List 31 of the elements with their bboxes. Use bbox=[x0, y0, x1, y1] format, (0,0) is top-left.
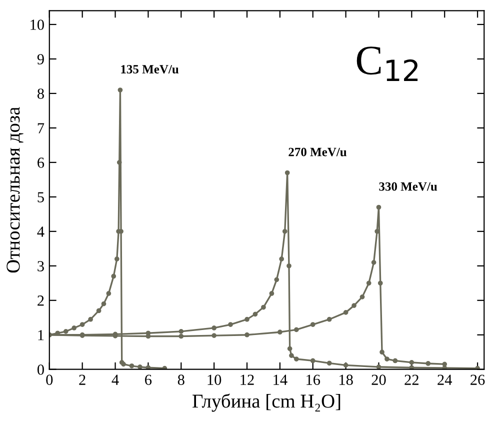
y-tick-label: 2 bbox=[38, 296, 44, 306]
x-tick-label: 22 bbox=[404, 374, 418, 385]
annotation: 135 MeV/u bbox=[121, 65, 179, 74]
x-tick-label: 18 bbox=[340, 374, 353, 385]
x-tick-label: 2 bbox=[79, 374, 86, 385]
x-tick-label: 4 bbox=[112, 374, 119, 385]
x-tick-label: 14 bbox=[274, 374, 288, 385]
y-tick-label: 1 bbox=[38, 330, 44, 340]
x-tick-label: 26 bbox=[470, 374, 485, 385]
x-tick-label: 16 bbox=[306, 374, 320, 385]
y-tick-label: 9 bbox=[37, 54, 44, 64]
y-axis-title: Относительная доза bbox=[6, 106, 24, 273]
x-tick-label: 10 bbox=[208, 374, 222, 385]
y-tick-label: 0 bbox=[37, 364, 44, 375]
annotation: 270 MeV/u bbox=[288, 148, 347, 156]
y-tick-label: 5 bbox=[38, 192, 44, 202]
x-tick-label: 20 bbox=[372, 374, 386, 385]
x-tick-label: 0 bbox=[46, 374, 53, 385]
y-tick-label: 3 bbox=[38, 261, 44, 272]
x-tick-label: 24 bbox=[438, 374, 452, 385]
annotation: 330 MeV/u bbox=[379, 182, 438, 191]
y-tick-label: 10 bbox=[30, 20, 44, 30]
x-tick-label: 12 bbox=[240, 374, 254, 385]
y-tick-label: 6 bbox=[38, 158, 44, 168]
y-tick-label: 7 bbox=[38, 123, 44, 134]
x-tick-label: 8 bbox=[178, 374, 184, 385]
x-tick-label: 6 bbox=[145, 374, 152, 385]
y-tick-label: 8 bbox=[37, 88, 44, 99]
annotation: C$_{12}$ bbox=[356, 46, 418, 82]
y-tick-label: 4 bbox=[37, 226, 44, 237]
x-axis-title: Глубина [cm H₂O] bbox=[192, 394, 340, 412]
